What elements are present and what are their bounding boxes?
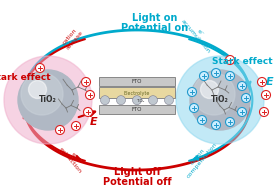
Circle shape: [21, 73, 63, 115]
Circle shape: [72, 122, 81, 130]
Circle shape: [176, 56, 264, 144]
Circle shape: [29, 81, 46, 98]
Text: e⁻
extraction: e⁻ extraction: [57, 142, 86, 174]
Circle shape: [189, 104, 199, 112]
Text: Potential on: Potential on: [122, 23, 189, 33]
Circle shape: [117, 96, 125, 105]
Circle shape: [257, 77, 266, 87]
Circle shape: [226, 56, 235, 64]
Circle shape: [148, 96, 158, 105]
Text: Light off: Light off: [114, 167, 160, 177]
Circle shape: [81, 77, 90, 87]
Circle shape: [226, 118, 235, 126]
Circle shape: [200, 81, 219, 98]
Circle shape: [238, 81, 246, 91]
Text: cation
compensation: cation compensation: [182, 137, 218, 179]
Circle shape: [199, 71, 208, 81]
Circle shape: [193, 73, 235, 115]
Circle shape: [262, 91, 271, 99]
Text: FTO: FTO: [132, 79, 142, 84]
Circle shape: [238, 108, 246, 116]
Circle shape: [100, 96, 109, 105]
FancyBboxPatch shape: [99, 77, 175, 86]
Text: E: E: [266, 77, 274, 87]
Text: cation
release: cation release: [60, 26, 84, 50]
Text: FTO: FTO: [132, 107, 142, 112]
Circle shape: [226, 71, 235, 81]
Circle shape: [190, 70, 250, 130]
Text: Stark effect: Stark effect: [212, 57, 272, 67]
Text: Light on: Light on: [132, 13, 178, 23]
Circle shape: [18, 70, 78, 130]
Circle shape: [56, 125, 65, 135]
Circle shape: [35, 64, 45, 73]
Text: Stark effect: Stark effect: [0, 74, 50, 83]
Circle shape: [164, 96, 174, 105]
Text: e⁻
accumulation: e⁻ accumulation: [180, 15, 216, 55]
Circle shape: [211, 121, 221, 129]
Text: TiO₂: TiO₂: [136, 99, 144, 103]
Circle shape: [188, 88, 197, 97]
Text: Electrolyte: Electrolyte: [124, 91, 150, 96]
FancyBboxPatch shape: [99, 105, 175, 114]
Circle shape: [86, 91, 95, 99]
Circle shape: [84, 108, 92, 116]
Text: E: E: [90, 117, 98, 127]
Circle shape: [241, 94, 251, 102]
FancyBboxPatch shape: [99, 87, 175, 98]
Circle shape: [211, 68, 221, 77]
Circle shape: [133, 96, 142, 105]
Text: TiO₂: TiO₂: [39, 95, 57, 105]
Circle shape: [197, 115, 207, 125]
Text: TiO₂: TiO₂: [211, 95, 229, 105]
Circle shape: [260, 108, 268, 116]
Circle shape: [4, 56, 92, 144]
Text: Potential off: Potential off: [103, 177, 171, 187]
